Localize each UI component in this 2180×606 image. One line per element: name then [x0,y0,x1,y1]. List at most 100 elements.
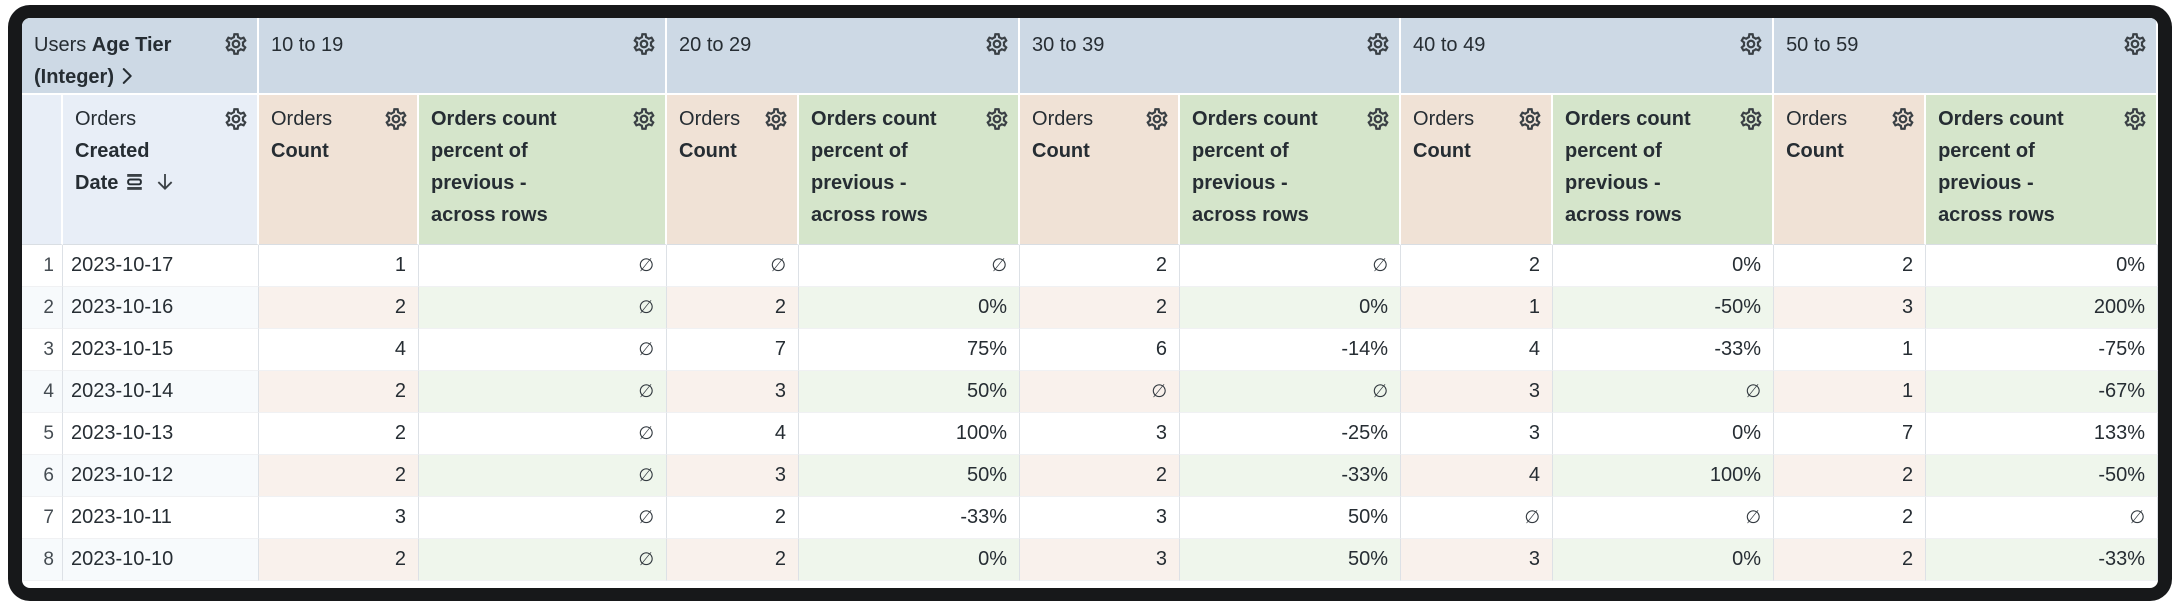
percent-of-previous-cell[interactable]: 0% [1553,413,1775,455]
measure-calc-header[interactable]: Orders count percent of previous - acros… [419,95,668,245]
percent-of-previous-cell[interactable]: ∅ [419,455,668,497]
percent-of-previous-cell[interactable]: 100% [799,413,1021,455]
orders-count-cell[interactable]: 1 [259,245,419,287]
date-cell[interactable]: 2023-10-12 [63,455,259,497]
gear-icon[interactable] [2122,31,2148,57]
date-cell[interactable]: 2023-10-16 [63,287,259,329]
orders-count-cell[interactable]: 2 [259,371,419,413]
orders-count-cell[interactable]: 1 [1401,287,1554,329]
percent-of-previous-cell[interactable]: ∅ [419,539,668,581]
orders-count-cell[interactable]: 2 [1020,287,1181,329]
orders-count-cell[interactable]: 3 [667,371,800,413]
orders-count-cell[interactable]: 3 [667,455,800,497]
percent-of-previous-cell[interactable]: -33% [1553,329,1775,371]
orders-count-cell[interactable]: 2 [259,539,419,581]
measure-count-header[interactable]: Orders Count [259,95,419,245]
measure-count-header[interactable]: Orders Count [1401,95,1554,245]
orders-count-cell[interactable]: 7 [667,329,800,371]
orders-count-cell[interactable]: 2 [1020,455,1181,497]
pivot-value-header[interactable]: 30 to 39 [1020,18,1402,95]
percent-of-previous-cell[interactable]: 200% [1926,287,2158,329]
orders-count-cell[interactable]: 7 [1774,413,1927,455]
percent-of-previous-cell[interactable]: 0% [799,539,1021,581]
percent-of-previous-cell[interactable]: ∅ [419,497,668,539]
pivot-field-header[interactable]: Users Age Tier (Integer) [22,18,259,95]
orders-count-cell[interactable]: 4 [667,413,800,455]
measure-count-header[interactable]: Orders Count [1020,95,1181,245]
percent-of-previous-cell[interactable]: ∅ [419,371,668,413]
orders-count-cell[interactable]: 3 [1401,539,1554,581]
percent-of-previous-cell[interactable]: ∅ [419,245,668,287]
percent-of-previous-cell[interactable]: ∅ [799,245,1021,287]
percent-of-previous-cell[interactable]: -25% [1180,413,1402,455]
orders-count-cell[interactable]: 3 [259,497,419,539]
orders-count-cell[interactable]: 2 [259,455,419,497]
gear-icon[interactable] [631,31,657,57]
measure-calc-header[interactable]: Orders count percent of previous - acros… [799,95,1021,245]
measure-calc-header[interactable]: Orders count percent of previous - acros… [1180,95,1402,245]
percent-of-previous-cell[interactable]: ∅ [1553,371,1775,413]
percent-of-previous-cell[interactable]: 50% [799,455,1021,497]
gear-icon[interactable] [223,31,249,57]
orders-count-cell[interactable]: 3 [1020,539,1181,581]
orders-count-cell[interactable]: 2 [1020,245,1181,287]
percent-of-previous-cell[interactable]: ∅ [1180,245,1402,287]
orders-count-cell[interactable]: 3 [1020,413,1181,455]
percent-of-previous-cell[interactable]: -33% [1180,455,1402,497]
orders-count-cell[interactable]: 2 [667,497,800,539]
orders-count-cell[interactable]: ∅ [1401,497,1554,539]
percent-of-previous-cell[interactable]: 0% [799,287,1021,329]
percent-of-previous-cell[interactable]: 133% [1926,413,2158,455]
percent-of-previous-cell[interactable]: 75% [799,329,1021,371]
gear-icon[interactable] [1738,106,1764,132]
orders-count-cell[interactable]: 2 [667,287,800,329]
gear-icon[interactable] [984,106,1010,132]
percent-of-previous-cell[interactable]: ∅ [419,413,668,455]
measure-calc-header[interactable]: Orders count percent of previous - acros… [1926,95,2158,245]
measure-count-header[interactable]: Orders Count [667,95,800,245]
percent-of-previous-cell[interactable]: 0% [1553,245,1775,287]
orders-count-cell[interactable]: 2 [1774,497,1927,539]
orders-count-cell[interactable]: 3 [1774,287,1927,329]
orders-count-cell[interactable]: ∅ [667,245,800,287]
pivot-value-header[interactable]: 20 to 29 [667,18,1021,95]
percent-of-previous-cell[interactable]: -33% [1926,539,2158,581]
percent-of-previous-cell[interactable]: ∅ [419,329,668,371]
orders-count-cell[interactable]: 3 [1401,413,1554,455]
percent-of-previous-cell[interactable]: 0% [1926,245,2158,287]
gear-icon[interactable] [383,106,409,132]
pivot-value-header[interactable]: 10 to 19 [259,18,668,95]
percent-of-previous-cell[interactable]: 0% [1180,287,1402,329]
pivot-value-header[interactable]: 50 to 59 [1774,18,2158,95]
gear-icon[interactable] [1890,106,1916,132]
orders-count-cell[interactable]: 2 [667,539,800,581]
measure-count-header[interactable]: Orders Count [1774,95,1927,245]
percent-of-previous-cell[interactable]: -67% [1926,371,2158,413]
gear-icon[interactable] [1144,106,1170,132]
percent-of-previous-cell[interactable]: -33% [799,497,1021,539]
percent-of-previous-cell[interactable]: -14% [1180,329,1402,371]
percent-of-previous-cell[interactable]: -75% [1926,329,2158,371]
orders-count-cell[interactable]: 2 [1774,455,1927,497]
percent-of-previous-cell[interactable]: ∅ [1180,371,1402,413]
gear-icon[interactable] [1517,106,1543,132]
date-cell[interactable]: 2023-10-13 [63,413,259,455]
orders-count-cell[interactable]: ∅ [1020,371,1181,413]
orders-count-cell[interactable]: 6 [1020,329,1181,371]
date-cell[interactable]: 2023-10-11 [63,497,259,539]
date-cell[interactable]: 2023-10-15 [63,329,259,371]
percent-of-previous-cell[interactable]: ∅ [1926,497,2158,539]
date-cell[interactable]: 2023-10-14 [63,371,259,413]
orders-count-cell[interactable]: 2 [259,287,419,329]
orders-count-cell[interactable]: 4 [1401,455,1554,497]
measure-calc-header[interactable]: Orders count percent of previous - acros… [1553,95,1775,245]
orders-count-cell[interactable]: 1 [1774,329,1927,371]
percent-of-previous-cell[interactable]: ∅ [419,287,668,329]
gear-icon[interactable] [631,106,657,132]
percent-of-previous-cell[interactable]: -50% [1926,455,2158,497]
percent-of-previous-cell[interactable]: 50% [799,371,1021,413]
gear-icon[interactable] [1738,31,1764,57]
date-cell[interactable]: 2023-10-17 [63,245,259,287]
orders-count-cell[interactable]: 4 [259,329,419,371]
orders-count-cell[interactable]: 1 [1774,371,1927,413]
